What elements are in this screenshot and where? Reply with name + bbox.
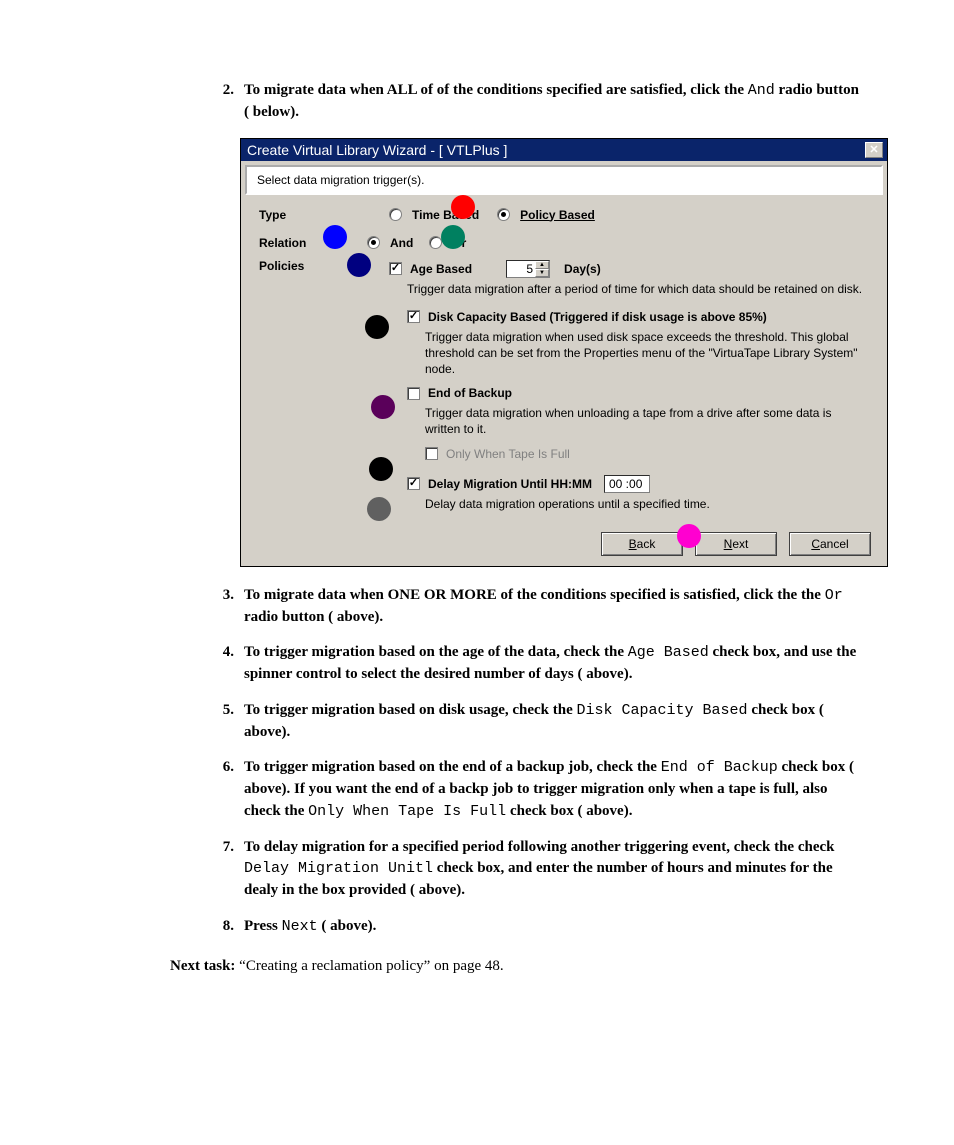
instruction-5: 5. To trigger migration based on disk us… <box>210 700 864 744</box>
titlebar-text: Create Virtual Library Wizard - [ VTLPlu… <box>247 142 865 158</box>
age-days-spinner[interactable]: 5 ▲▼ <box>506 260 550 278</box>
titlebar: Create Virtual Library Wizard - [ VTLPlu… <box>241 139 887 161</box>
radio-and-label: And <box>390 236 413 250</box>
wizard-dialog: Create Virtual Library Wizard - [ VTLPlu… <box>240 138 888 567</box>
annot-dot-eob-sub <box>369 457 393 481</box>
age-desc: Trigger data migration after a period of… <box>407 281 862 297</box>
close-icon[interactable]: ✕ <box>865 142 883 158</box>
back-button[interactable]: Back <box>601 532 683 556</box>
check-disk-capacity[interactable]: ✓ <box>407 310 420 323</box>
instruction-number: 2. <box>210 80 234 124</box>
radio-policy-based-label: Policy Based <box>520 208 595 222</box>
annot-dot-blue-relation <box>323 225 347 249</box>
spinner-down-icon[interactable]: ▼ <box>535 269 549 277</box>
instruction-number: 6. <box>210 757 234 822</box>
check-delay-migration[interactable]: ✓ <box>407 477 420 490</box>
radio-policy-based[interactable] <box>497 208 510 221</box>
label-relation: Relation <box>259 236 329 250</box>
annot-dot-purple <box>371 395 395 419</box>
instruction-text: To trigger migration based on disk usage… <box>244 700 864 744</box>
check-end-of-backup[interactable] <box>407 387 420 400</box>
annot-dot-magenta <box>677 524 701 548</box>
check-disk-capacity-label: Disk Capacity Based (Triggered if disk u… <box>428 310 767 324</box>
next-task-label: Next task: <box>170 958 239 974</box>
instruction-text: To migrate data when ALL of of the condi… <box>244 80 864 124</box>
delay-time-value: 00 :00 <box>609 477 642 491</box>
annot-dot-gray <box>367 497 391 521</box>
instruction-text: To migrate data when ONE OR MORE of the … <box>244 585 864 629</box>
cancel-button[interactable]: Cancel <box>789 532 871 556</box>
next-task: Next task: “Creating a reclamation polic… <box>170 958 884 975</box>
instruction-text: Press Next ( above). <box>244 916 864 938</box>
check-delay-migration-label: Delay Migration Until HH:MM <box>428 477 592 491</box>
check-age-based[interactable]: ✓ <box>389 262 402 275</box>
instruction-number: 3. <box>210 585 234 629</box>
instruction-number: 7. <box>210 837 234 902</box>
instruction-number: 8. <box>210 916 234 938</box>
annot-dot-disk <box>365 315 389 339</box>
instruction-3: 3. To migrate data when ONE OR MORE of t… <box>210 585 864 629</box>
check-end-of-backup-label: End of Backup <box>428 386 512 400</box>
instruction-text: To trigger migration based on the age of… <box>244 642 864 686</box>
instruction-4: 4. To trigger migration based on the age… <box>210 642 864 686</box>
next-task-text: “Creating a reclamation policy” on page … <box>239 958 503 974</box>
instruction-text: To delay migration for a specified perio… <box>244 837 864 902</box>
check-only-when-tape-full-label: Only When Tape Is Full <box>446 447 570 461</box>
label-policies: Policies <box>259 259 329 273</box>
dialog-instruction: Select data migration trigger(s). <box>245 165 883 195</box>
instruction-6: 6. To trigger migration based on the end… <box>210 757 864 822</box>
annot-dot-blue-age <box>347 253 371 277</box>
radio-and[interactable] <box>367 236 380 249</box>
check-age-based-label: Age Based <box>410 262 472 276</box>
label-type: Type <box>259 208 329 222</box>
instruction-text: To trigger migration based on the end of… <box>244 757 864 822</box>
instruction-8: 8. Press Next ( above). <box>210 916 864 938</box>
eob-desc: Trigger data migration when unloading a … <box>425 405 869 437</box>
instruction-2: 2. To migrate data when ALL of of the co… <box>210 80 864 124</box>
annot-dot-red <box>451 195 475 219</box>
age-days-value: 5 <box>507 262 535 276</box>
next-button[interactable]: Next <box>695 532 777 556</box>
disk-desc: Trigger data migration when used disk sp… <box>425 329 869 378</box>
check-only-when-tape-full[interactable] <box>425 447 438 460</box>
age-days-unit: Day(s) <box>564 262 601 276</box>
spinner-up-icon[interactable]: ▲ <box>535 261 549 269</box>
instruction-number: 5. <box>210 700 234 744</box>
instruction-7: 7. To delay migration for a specified pe… <box>210 837 864 902</box>
delay-time-input[interactable]: 00 :00 <box>604 475 650 493</box>
delay-desc: Delay data migration operations until a … <box>425 496 869 512</box>
annot-dot-green <box>441 225 465 249</box>
radio-time-based[interactable] <box>389 208 402 221</box>
instruction-number: 4. <box>210 642 234 686</box>
